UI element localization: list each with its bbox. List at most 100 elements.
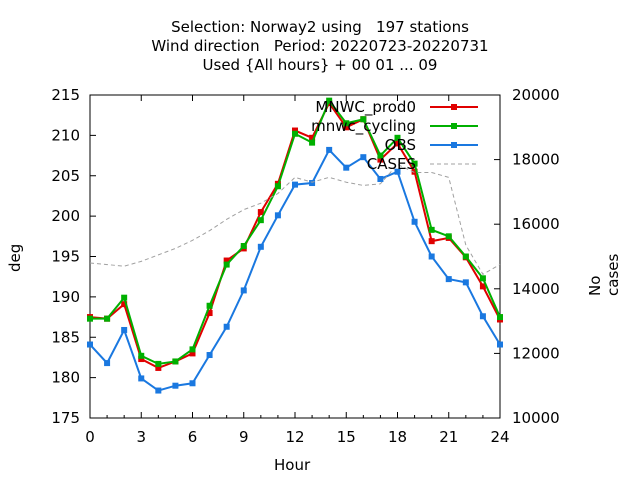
data-point-obs	[104, 360, 111, 367]
data-point-mnwc-cycling	[360, 116, 367, 123]
data-point-mnwc-cycling	[121, 294, 128, 301]
legend-label-mnwc-cycling: mnwc_cycling	[311, 117, 416, 136]
data-point-obs	[309, 180, 316, 187]
data-point-mnwc-cycling	[189, 346, 196, 353]
data-point-obs	[138, 375, 145, 382]
data-point-obs	[462, 279, 469, 286]
data-point-mnwc-cycling	[138, 352, 145, 359]
legend-label-obs: OBS	[385, 136, 416, 154]
y-tick-label: 185	[51, 328, 80, 346]
data-point-mnwc-cycling	[274, 183, 281, 190]
y-tick-label: 210	[51, 126, 80, 144]
y2-tick-label: 12000	[512, 344, 560, 362]
chart-title-line-3: Used {All hours} + 00 01 ... 09	[202, 56, 438, 74]
data-point-mnwc-cycling	[223, 261, 230, 268]
data-point-mnwc-cycling	[87, 315, 93, 322]
data-point-mnwc-prod0	[223, 257, 230, 264]
data-point-obs	[394, 168, 401, 175]
data-point-mnwc-cycling	[155, 360, 162, 367]
series-line-cases	[89, 163, 501, 275]
data-point-mnwc-prod0	[428, 238, 435, 245]
data-point-obs	[223, 323, 230, 330]
data-point-obs	[121, 326, 128, 333]
x-tick-label: 18	[388, 428, 407, 446]
data-point-mnwc-cycling	[257, 217, 264, 224]
data-point-mnwc-cycling	[172, 358, 179, 365]
x-tick-label: 24	[490, 428, 509, 446]
data-point-obs	[155, 387, 162, 394]
data-point-obs	[497, 341, 503, 348]
y2-tick-label: 16000	[512, 215, 560, 233]
y2-tick-label: 20000	[512, 86, 560, 104]
y2-tick-label: 14000	[512, 280, 560, 298]
x-tick-label: 0	[85, 428, 95, 446]
chart-title-line-1: Selection: Norway2 using 197 stations	[171, 18, 469, 36]
y-tick-label: 195	[51, 248, 80, 266]
legend-label-mnwc-prod0: MNWC_prod0	[315, 98, 416, 117]
y-tick-label: 180	[51, 369, 80, 387]
data-point-obs	[189, 380, 196, 387]
legend-label-cases: CASES	[367, 155, 416, 173]
legend-marker-obs	[451, 142, 457, 148]
data-point-mnwc-cycling	[343, 120, 350, 127]
x-axis-title: Hour	[274, 456, 311, 474]
series-line-mnwc-cycling	[90, 98, 501, 365]
data-point-obs	[343, 164, 350, 171]
y2-tick-label: 18000	[512, 151, 560, 169]
data-point-obs	[326, 146, 333, 153]
y-tick-label: 215	[51, 86, 80, 104]
plot-frame	[89, 94, 501, 419]
data-point-mnwc-cycling	[206, 302, 213, 309]
x-tick-label: 12	[285, 428, 304, 446]
data-point-mnwc-prod0	[479, 283, 486, 290]
data-point-obs	[479, 313, 486, 320]
data-point-mnwc-cycling	[428, 226, 435, 233]
data-point-obs	[377, 175, 384, 182]
chart-title-line-2: Wind direction Period: 20220723-20220731	[151, 37, 489, 55]
data-point-mnwc-prod0	[155, 364, 162, 371]
data-point-mnwc-cycling	[394, 134, 401, 141]
data-point-mnwc-prod0	[411, 168, 418, 175]
data-point-mnwc-prod0	[309, 134, 316, 141]
data-point-mnwc-prod0	[206, 310, 213, 317]
y2-tick-label: 10000	[512, 409, 560, 427]
data-point-obs	[428, 253, 435, 260]
data-point-obs	[292, 181, 298, 188]
data-point-mnwc-cycling	[497, 314, 503, 321]
x-tick-label: 6	[188, 428, 198, 446]
data-point-mnwc-cycling	[309, 139, 316, 146]
data-point-mnwc-cycling	[411, 160, 418, 167]
data-point-obs	[445, 276, 452, 283]
data-point-mnwc-prod0	[189, 350, 196, 357]
y-tick-label: 190	[51, 288, 80, 306]
data-point-mnwc-prod0	[394, 140, 401, 147]
legend-marker-mnwc-prod0	[451, 104, 457, 110]
data-point-mnwc-prod0	[343, 124, 350, 131]
data-point-obs	[206, 352, 213, 359]
y-tick-label: 175	[51, 409, 80, 427]
data-point-mnwc-cycling	[445, 233, 452, 240]
data-point-obs	[411, 218, 418, 225]
data-point-obs	[257, 243, 264, 250]
series-line-mnwc-prod0	[89, 101, 501, 370]
x-tick-label: 9	[239, 428, 249, 446]
data-point-mnwc-prod0	[138, 356, 145, 363]
data-point-mnwc-cycling	[462, 253, 469, 260]
data-point-mnwc-cycling	[479, 275, 486, 282]
data-point-mnwc-cycling	[292, 130, 298, 137]
data-point-mnwc-prod0	[121, 301, 128, 308]
data-point-obs	[360, 154, 367, 161]
data-point-mnwc-prod0	[377, 156, 384, 163]
x-tick-label: 3	[136, 428, 146, 446]
data-point-mnwc-cycling	[326, 97, 333, 104]
data-point-mnwc-prod0	[292, 127, 298, 134]
y-tick-label: 205	[51, 167, 80, 185]
data-point-obs	[240, 287, 247, 294]
data-point-obs	[87, 341, 93, 348]
x-tick-label: 15	[337, 428, 356, 446]
legend-marker-mnwc-cycling	[451, 123, 457, 129]
x-tick-label: 21	[439, 428, 458, 446]
data-point-mnwc-cycling	[104, 315, 111, 322]
data-point-obs	[274, 212, 281, 219]
